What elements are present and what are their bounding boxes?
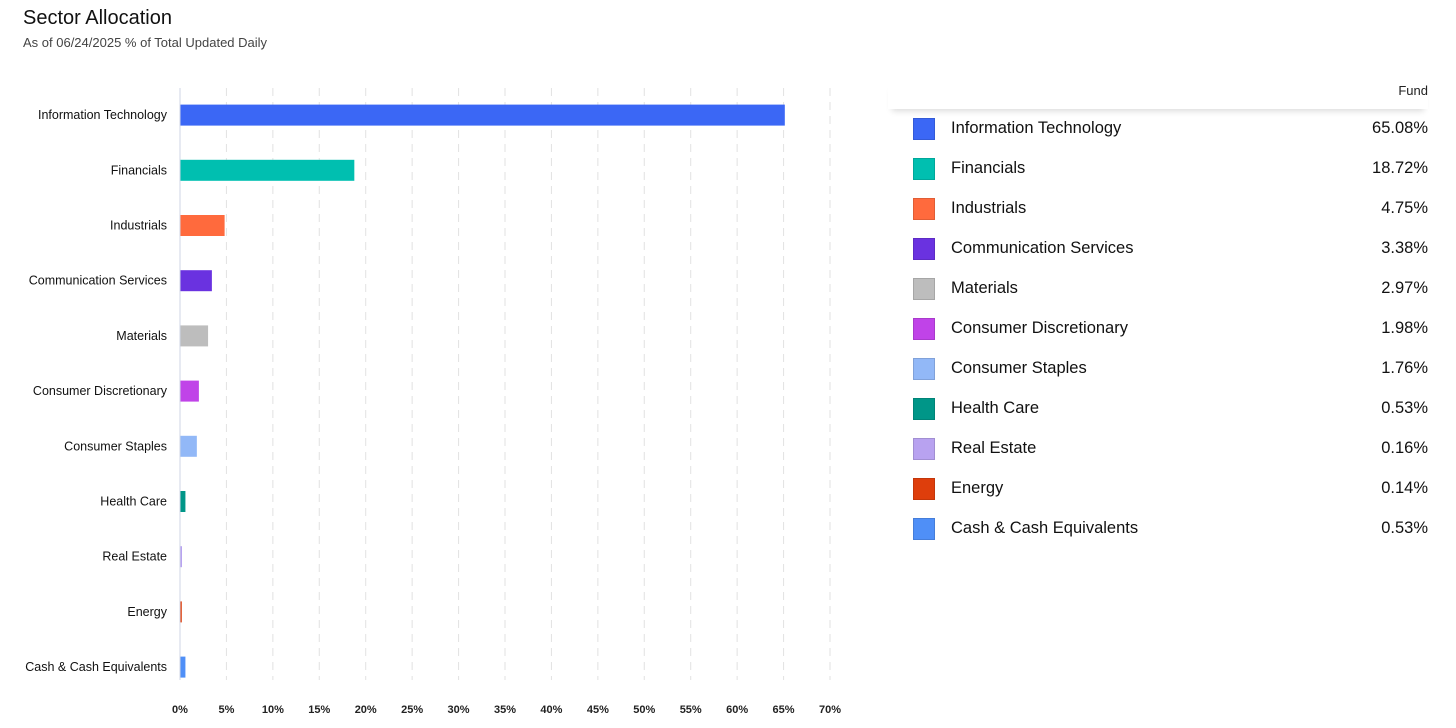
x-tick-label: 40% — [540, 704, 562, 716]
category-label: Consumer Staples — [64, 439, 167, 453]
legend-sector-name: Communication Services — [951, 239, 1134, 257]
x-tick-label: 65% — [773, 704, 795, 716]
legend-item: Information Technology 65.08% — [913, 110, 1428, 150]
x-tick-label: 0% — [172, 704, 188, 716]
legend-swatch — [913, 278, 935, 300]
x-tick-label: 10% — [262, 704, 284, 716]
bar — [180, 656, 186, 678]
legend-swatch — [913, 118, 935, 140]
bar — [180, 380, 199, 402]
category-label: Communication Services — [29, 274, 167, 288]
legend-swatch — [913, 478, 935, 500]
legend-item: Industrials 4.75% — [913, 190, 1428, 230]
bar — [180, 325, 209, 347]
category-label: Cash & Cash Equivalents — [25, 660, 167, 674]
legend-sector-name: Information Technology — [951, 119, 1122, 137]
legend-sector-name: Consumer Staples — [951, 359, 1087, 377]
bar — [180, 491, 186, 512]
category-label: Information Technology — [38, 108, 168, 122]
bar — [180, 435, 197, 457]
x-tick-label: 15% — [308, 704, 330, 716]
legend-sector-name: Financials — [951, 159, 1026, 177]
x-tick-label: 30% — [448, 704, 470, 716]
legend-sector-name: Cash & Cash Equivalents — [951, 519, 1139, 537]
x-tick-label: 55% — [680, 704, 702, 716]
legend-sector-name: Consumer Discretionary — [951, 319, 1128, 337]
legend-item: Consumer Staples 1.76% — [913, 350, 1428, 390]
bar — [180, 270, 212, 292]
category-label: Health Care — [100, 495, 167, 509]
bar — [180, 546, 182, 568]
page-subtitle: As of 06/24/2025 % of Total Updated Dail… — [23, 35, 268, 50]
legend-item: Consumer Discretionary 1.98% — [913, 310, 1428, 350]
legend-sector-name: Real Estate — [951, 439, 1037, 457]
legend-swatch — [913, 398, 935, 420]
legend-sector-value: 0.16% — [1381, 439, 1428, 457]
legend-sector-value: 3.38% — [1381, 239, 1428, 257]
sector-bar-chart: 0% 5% 10% 15% 20% 25% 30% 35% 40% 45% 50% 55% 60% 65%… — [25, 88, 841, 716]
x-tick-label: 5% — [218, 704, 234, 716]
legend-sector-value: 0.53% — [1381, 399, 1428, 417]
legend-sector-value: 18.72% — [1372, 159, 1428, 177]
legend-item: Financials 18.72% — [913, 150, 1428, 190]
page-title: Sector Allocation — [23, 7, 172, 29]
legend-sector-name: Materials — [951, 279, 1018, 297]
sector-legend: Information Technology 65.08% Financials 18… — [913, 110, 1428, 550]
category-label: Real Estate — [102, 550, 167, 564]
legend-sector-name: Energy — [951, 479, 1004, 497]
x-tick-label: 25% — [401, 704, 423, 716]
x-tick-label: 50% — [633, 704, 655, 716]
category-label: Energy — [127, 605, 167, 619]
legend-sector-value: 1.76% — [1381, 359, 1428, 377]
legend-sector-value: 0.53% — [1381, 519, 1428, 537]
category-label: Financials — [111, 163, 167, 177]
category-label: Materials — [116, 329, 167, 343]
x-tick-label: 20% — [355, 704, 377, 716]
bar — [180, 159, 355, 181]
bar — [180, 601, 182, 623]
bar — [180, 104, 785, 126]
legend-item: Health Care 0.53% — [913, 390, 1428, 430]
x-tick-label: 45% — [587, 704, 609, 716]
legend-sector-value: 1.98% — [1381, 319, 1428, 337]
legend-item: Materials 2.97% — [913, 270, 1428, 310]
legend-sector-value: 65.08% — [1372, 119, 1428, 137]
legend-swatch — [913, 198, 935, 220]
legend-item: Real Estate 0.16% — [913, 430, 1428, 470]
legend-swatch — [913, 358, 935, 380]
legend-swatch — [913, 158, 935, 180]
x-tick-label: 35% — [494, 704, 516, 716]
bar — [180, 215, 225, 236]
category-label: Industrials — [110, 219, 167, 233]
category-label: Consumer Discretionary — [33, 384, 168, 398]
legend-swatch — [913, 438, 935, 460]
fund-column-header: Fund — [1398, 83, 1428, 98]
legend-sector-value: 2.97% — [1381, 279, 1428, 297]
legend-item: Cash & Cash Equivalents 0.53% — [913, 510, 1428, 550]
legend-swatch — [913, 238, 935, 260]
legend-item: Communication Services 3.38% — [913, 230, 1428, 270]
legend-sector-value: 4.75% — [1381, 199, 1428, 217]
x-tick-label: 70% — [819, 704, 841, 716]
x-tick-label: 60% — [726, 704, 748, 716]
legend-item: Energy 0.14% — [913, 470, 1428, 510]
legend-sector-value: 0.14% — [1381, 479, 1428, 497]
legend-swatch — [913, 318, 935, 340]
legend-swatch — [913, 518, 935, 540]
legend-sector-name: Health Care — [951, 399, 1040, 417]
legend-header: Fund — [888, 80, 1428, 109]
legend-sector-name: Industrials — [951, 199, 1027, 217]
